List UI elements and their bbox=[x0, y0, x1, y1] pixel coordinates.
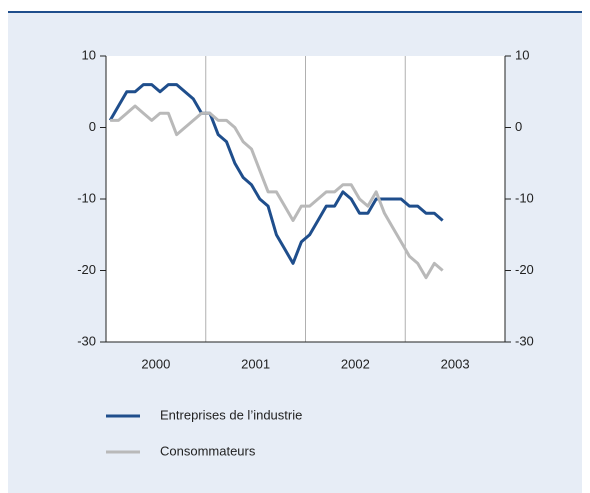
y-tick-label: -20 bbox=[77, 262, 96, 277]
series-line bbox=[108, 83, 444, 265]
y2-tick-label: -20 bbox=[515, 262, 534, 277]
y-tick-label: -30 bbox=[77, 333, 96, 348]
y-tick-label: -10 bbox=[77, 190, 96, 205]
y-tick-label: 0 bbox=[89, 119, 96, 134]
legend-label: Entreprises de l’industrie bbox=[160, 407, 302, 422]
legend-label: Consommateurs bbox=[160, 443, 256, 458]
y2-tick-label: -10 bbox=[515, 190, 534, 205]
y-tick-label: 10 bbox=[82, 47, 96, 62]
y2-tick-label: -30 bbox=[515, 333, 534, 348]
series-line bbox=[110, 104, 444, 280]
y2-tick-label: 0 bbox=[515, 119, 522, 134]
y2-tick-label: 10 bbox=[515, 47, 529, 62]
x-tick-label: 2001 bbox=[241, 356, 270, 371]
x-tick-label: 2003 bbox=[441, 356, 470, 371]
x-tick-label: 2000 bbox=[141, 356, 170, 371]
x-tick-label: 2002 bbox=[341, 356, 370, 371]
